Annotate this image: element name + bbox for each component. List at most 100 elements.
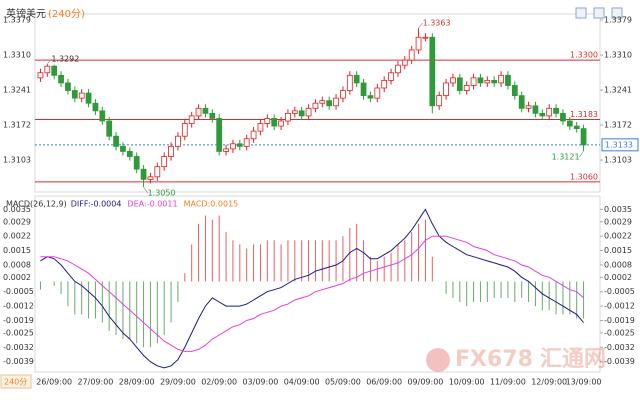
candle-body: [58, 74, 64, 84]
candle-body: [243, 138, 250, 147]
candle-body: [285, 112, 291, 122]
y-tick-label: -0.0025: [604, 328, 635, 337]
y-tick-label: 1.3241: [604, 86, 632, 95]
candle-body: [553, 107, 559, 114]
y-tick-label: 0.0008: [604, 260, 632, 269]
candle-body: [209, 112, 216, 119]
price-frame: [34, 13, 601, 193]
candle-body: [305, 107, 312, 117]
y-tick-label: 1.3172: [3, 121, 31, 130]
candle-body: [168, 145, 174, 157]
candle-body: [498, 74, 504, 84]
y-tick-label: 1.3379: [3, 16, 31, 25]
candle-body: [518, 95, 525, 109]
y-tick-label: 1.3172: [604, 121, 632, 130]
candle-body: [532, 105, 539, 114]
candle-body: [188, 115, 195, 124]
candle-body: [120, 145, 126, 152]
y-tick-label: 0.0035: [3, 205, 31, 214]
candle-body: [181, 123, 188, 137]
candle-body: [250, 130, 257, 140]
x-tick-label: 12/09:00: [531, 378, 567, 387]
y-tick-label: 1.3103: [3, 156, 31, 165]
y-tick-label: 0.0015: [604, 246, 632, 255]
y-tick-label: 0.0022: [3, 232, 31, 241]
level-label: 1.3133: [605, 140, 633, 149]
y-tick-label: -0.0025: [3, 328, 34, 337]
indicator-line: [40, 208, 584, 369]
candle-body: [560, 112, 566, 122]
candle-body: [566, 120, 573, 127]
candle-body: [154, 166, 161, 178]
candle-body: [291, 110, 298, 114]
candle-body: [484, 79, 491, 84]
y-tick-label: 0.0002: [604, 273, 632, 282]
tool-button[interactable]: [575, 7, 587, 19]
candle-body: [408, 49, 415, 61]
candle-body: [360, 82, 367, 97]
candle-body: [415, 36, 422, 51]
annotation-leader: [579, 150, 584, 158]
x-tick-label: 03/09:00: [242, 378, 278, 387]
chart-subtitle: (240分): [48, 8, 85, 20]
candle-body: [92, 102, 99, 112]
y-tick-label: 1.3379: [604, 16, 632, 25]
level-label: 1.3060: [570, 172, 598, 181]
candle-body: [422, 36, 429, 39]
indicator-readout: DEA:-0.0011: [127, 200, 177, 209]
candle-body: [374, 87, 381, 99]
y-tick-label: 1.3241: [3, 86, 31, 95]
candle-body: [367, 95, 374, 99]
candle-body: [195, 107, 202, 117]
indicator-readout: MACD:0.0015: [184, 200, 239, 209]
indicator-readout: DIFF:-0.0004: [71, 200, 122, 209]
y-tick-label: -0.0032: [3, 343, 34, 352]
candle-body: [230, 143, 236, 150]
candle-body: [37, 72, 44, 79]
level-label: 1.3183: [570, 110, 598, 119]
annotation: 1.3292: [51, 55, 79, 64]
candle-body: [353, 74, 360, 84]
x-tick-label: 02/09:00: [201, 378, 237, 387]
y-tick-label: -0.0012: [604, 302, 635, 311]
price-box: [601, 138, 639, 152]
annotation-leader: [143, 186, 148, 194]
y-tick-label: -0.0012: [3, 302, 34, 311]
candle-body: [525, 105, 532, 109]
candle-body: [463, 85, 470, 91]
candle-body: [312, 102, 319, 109]
y-tick-label: 1.3310: [3, 51, 31, 60]
x-tick-label: 13/09:00: [566, 378, 602, 387]
candle-body: [539, 112, 546, 117]
x-tick-label: 09/09:00: [407, 378, 443, 387]
x-tick-label: 27/09:00: [77, 378, 113, 387]
annotation: 1.3121: [552, 152, 580, 161]
y-tick-label: -0.0005: [604, 287, 635, 296]
annotation-leader: [47, 58, 52, 65]
y-tick-label: -0.0019: [3, 316, 34, 325]
candle-body: [147, 176, 154, 180]
x-tick-label: 04/09:00: [284, 378, 320, 387]
tool-button[interactable]: [611, 7, 623, 19]
annotation: 1.3363: [423, 19, 451, 28]
y-tick-label: -0.0005: [3, 287, 34, 296]
candle-body: [388, 72, 394, 81]
watermark: FX678 汇通网: [426, 347, 606, 372]
toolbar[interactable]: [575, 7, 623, 19]
tool-button[interactable]: [593, 7, 605, 19]
candle-body: [216, 118, 223, 152]
candle-body: [491, 79, 498, 84]
y-tick-label: 0.0002: [3, 273, 31, 282]
y-tick-label: 0.0022: [604, 232, 632, 241]
period-box: [0, 374, 32, 389]
candle-body: [113, 135, 119, 147]
y-tick-label: 1.3103: [604, 156, 632, 165]
indicator-label: MACD(26,12,9): [6, 200, 67, 209]
y-tick-label: 0.0015: [3, 246, 31, 255]
x-tick-label: 10/09:00: [449, 378, 485, 387]
y-tick-label: -0.0039: [3, 357, 34, 366]
watermark-brand: FX678: [455, 347, 533, 372]
y-tick-label: 0.0008: [3, 260, 31, 269]
